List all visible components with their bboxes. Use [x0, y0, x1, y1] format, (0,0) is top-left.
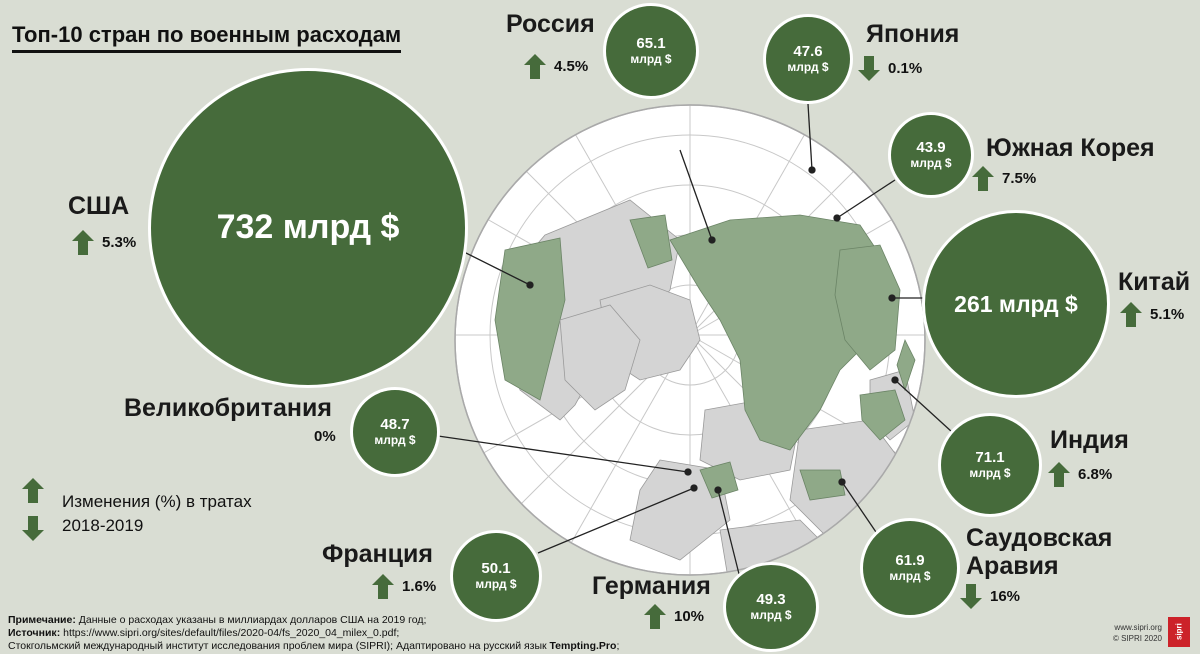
bubble-saudi-arabia: 61.9 млрд $	[860, 518, 960, 618]
change-usa: 5.3%	[72, 230, 136, 255]
sipri-logo: sipri	[1168, 617, 1190, 647]
country-name-france: Франция	[322, 540, 433, 568]
land-india	[859, 389, 906, 441]
leader-uk	[437, 435, 689, 473]
country-name-germany: Германия	[592, 572, 711, 600]
leader-korea	[836, 179, 896, 219]
change-russia: 4.5%	[524, 54, 588, 79]
leader-germany	[717, 489, 741, 579]
leader-lines	[437, 103, 953, 579]
arrow-down-icon	[858, 56, 880, 81]
usa-value: 732 млрд $	[216, 208, 400, 247]
change-india: 6.8%	[1048, 462, 1112, 487]
land-alaska	[629, 214, 673, 269]
bubble-south-korea: 43.9 млрд $	[888, 112, 974, 198]
chart-title: Топ-10 стран по военным расходам	[12, 22, 402, 53]
leader-france	[537, 487, 695, 554]
footer-notes: Примечание: Данные о расходах указаны в …	[8, 614, 620, 652]
change-uk: 0%	[314, 428, 336, 445]
country-name-china: Китай	[1118, 268, 1191, 296]
bubble-india: 71.1 млрд $	[938, 413, 1042, 517]
land-germany-france	[699, 461, 739, 499]
arrow-up-icon	[1048, 462, 1070, 487]
legend-line-1: Изменения (%) в тратах	[62, 492, 252, 511]
change-south-korea: 7.5%	[972, 166, 1036, 191]
country-name-south-korea: Южная Корея	[986, 134, 1155, 162]
bubble-france: 50.1 млрд $	[450, 530, 542, 622]
bubble-usa: 732 млрд $	[148, 68, 468, 388]
country-name-saudi-arabia: Саудовская Аравия	[966, 524, 1113, 580]
leader-saudi	[841, 481, 879, 536]
change-germany: 10%	[644, 604, 704, 629]
land-highlighted	[494, 214, 916, 501]
arrow-up-icon	[372, 574, 394, 599]
change-japan: 0.1%	[858, 56, 922, 81]
country-name-uk: Великобритания	[124, 394, 332, 422]
arrow-down-icon	[960, 584, 982, 609]
leader-india	[894, 379, 953, 433]
arrow-up-icon	[644, 604, 666, 629]
country-name-india: Индия	[1050, 426, 1129, 454]
change-china: 5.1%	[1120, 302, 1184, 327]
land-china	[834, 244, 901, 371]
country-name-usa: США	[68, 192, 130, 220]
arrow-up-icon	[1120, 302, 1142, 327]
arrow-up-icon	[972, 166, 994, 191]
land-saudi	[799, 469, 846, 501]
arrow-up-icon	[22, 478, 44, 503]
bubble-uk: 48.7 млрд $	[350, 387, 440, 477]
leader-russia	[679, 149, 713, 241]
bubble-china: 261 млрд $	[922, 210, 1110, 398]
land-usa	[494, 237, 566, 401]
bubble-japan: 47.6 млрд $	[763, 14, 853, 104]
arrow-up-icon	[524, 54, 546, 79]
country-name-russia: Россия	[506, 10, 595, 38]
bubble-germany: 49.3 млрд $	[723, 562, 819, 652]
arrow-up-icon	[72, 230, 94, 255]
bubble-russia: 65.1 млрд $	[603, 3, 699, 99]
leader-usa	[459, 249, 531, 286]
sipri-credit: www.sipri.org © SIPRI 2020	[1112, 623, 1162, 643]
arrow-down-icon	[22, 516, 44, 541]
country-name-japan: Япония	[866, 20, 960, 48]
leader-japan	[807, 103, 813, 171]
land-russia	[669, 214, 891, 451]
china-value: 261 млрд $	[954, 290, 1078, 317]
change-france: 1.6%	[372, 574, 436, 599]
legend-line-2: 2018-2019	[62, 516, 144, 535]
change-saudi-arabia: 16%	[960, 584, 1020, 609]
land-greenland	[559, 304, 641, 411]
